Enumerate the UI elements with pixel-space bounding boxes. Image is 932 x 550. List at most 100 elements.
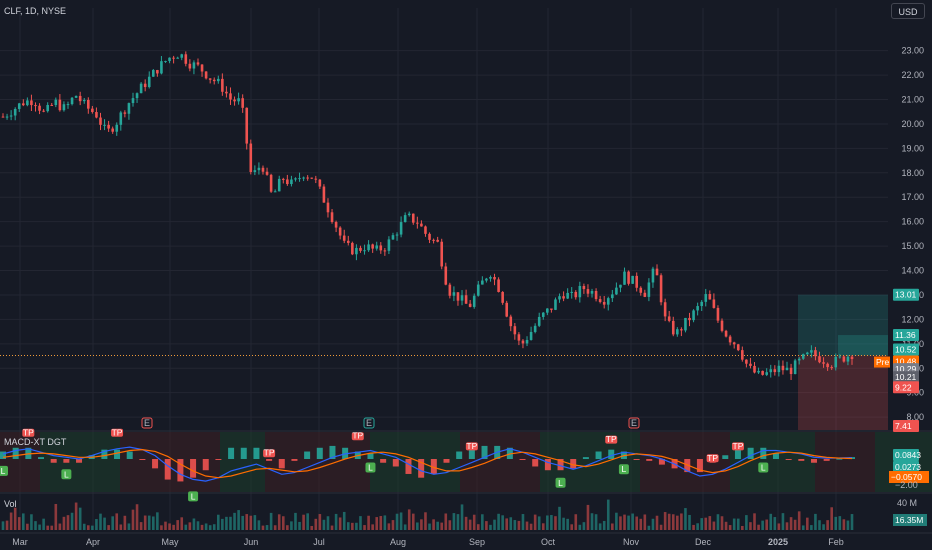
candle-body bbox=[115, 124, 119, 132]
volume-bar bbox=[42, 518, 45, 530]
candle-body bbox=[570, 291, 574, 293]
volume-bar bbox=[281, 516, 285, 530]
candle-body bbox=[26, 100, 29, 106]
sell-signal-label: TP bbox=[606, 434, 617, 444]
candle-body bbox=[781, 365, 785, 371]
volume-bar bbox=[582, 522, 586, 530]
candle-body bbox=[188, 63, 192, 69]
volume-bar bbox=[375, 517, 379, 530]
candle-body bbox=[168, 57, 171, 62]
loss-zone bbox=[798, 355, 888, 430]
time-tick-label: Dec bbox=[695, 537, 712, 547]
volume-bar bbox=[91, 525, 94, 530]
currency-button[interactable]: USD bbox=[891, 3, 925, 19]
candle-body bbox=[749, 363, 752, 366]
macd-histogram-bar bbox=[468, 447, 475, 459]
candle-body bbox=[822, 362, 825, 364]
candle-body bbox=[440, 241, 444, 267]
macd-histogram-bar bbox=[367, 453, 374, 459]
macd-histogram-bar bbox=[76, 459, 83, 463]
sell-signal-tag bbox=[263, 449, 276, 458]
candle-body bbox=[38, 105, 41, 111]
volume-bar bbox=[257, 520, 261, 530]
macd-histogram-bar bbox=[190, 459, 197, 478]
candle-body bbox=[5, 116, 9, 118]
candle-body bbox=[346, 240, 350, 243]
candle-body bbox=[509, 316, 513, 327]
macd-value-1: 0.0843 bbox=[895, 450, 921, 460]
candle-body bbox=[82, 99, 86, 102]
volume-bar bbox=[720, 516, 724, 530]
volume-bar bbox=[407, 509, 411, 530]
candle-body bbox=[184, 54, 188, 64]
candle-body bbox=[119, 112, 123, 125]
macd-histogram-bar bbox=[519, 459, 526, 460]
volume-bar bbox=[489, 524, 492, 530]
macd-histogram-bar bbox=[570, 459, 577, 469]
volume-bar bbox=[432, 519, 435, 530]
candle-body bbox=[212, 79, 216, 82]
time-axis[interactable]: Mar Apr May Jun Jul Aug Sep Oct Nov Dec 2025 Feb bbox=[12, 537, 844, 547]
price-tick-label: 14.00 bbox=[901, 266, 924, 276]
candle-body bbox=[647, 282, 651, 297]
macd-histogram-bar bbox=[405, 459, 412, 474]
volume-bar bbox=[391, 520, 395, 530]
volume-bar bbox=[789, 517, 793, 530]
volume-bar bbox=[493, 519, 496, 530]
volume-bar bbox=[123, 515, 127, 530]
volume-bar bbox=[627, 515, 630, 530]
volume-bar bbox=[338, 517, 342, 530]
tag-p3: 10.29 bbox=[895, 364, 917, 374]
candle-body bbox=[78, 95, 82, 102]
earnings-marker-label: E bbox=[631, 418, 637, 428]
volume-pane bbox=[1, 499, 854, 530]
candle-body bbox=[676, 329, 679, 335]
volume-bar bbox=[615, 512, 618, 530]
candle-body bbox=[428, 233, 431, 240]
volume-bar bbox=[834, 516, 838, 530]
candle-body bbox=[387, 239, 391, 251]
candle-body bbox=[525, 339, 529, 344]
buy-signal-label: L bbox=[368, 463, 373, 473]
sell-signal-label: TP bbox=[264, 448, 275, 458]
candle-body bbox=[74, 95, 78, 98]
candle-body bbox=[497, 279, 500, 292]
volume-bar bbox=[724, 521, 728, 530]
candle-body bbox=[330, 212, 334, 223]
candle-body bbox=[765, 372, 768, 375]
candle-body bbox=[663, 302, 667, 317]
macd-value-2-box bbox=[893, 461, 919, 473]
candle-body bbox=[221, 78, 224, 92]
volume-bar bbox=[728, 525, 732, 530]
candle-body bbox=[204, 71, 208, 79]
volume-bar bbox=[598, 523, 602, 530]
volume-bar bbox=[103, 517, 106, 530]
macd-histogram-bar bbox=[50, 459, 57, 463]
volume-bar bbox=[168, 523, 171, 530]
volume-bar bbox=[204, 523, 208, 530]
volume-bar bbox=[411, 513, 415, 530]
macd-histogram-bar bbox=[760, 447, 767, 459]
macd-histogram-bar bbox=[152, 459, 159, 469]
volume-bar bbox=[797, 511, 801, 530]
candle-body bbox=[517, 334, 521, 341]
volume-bar bbox=[643, 514, 647, 530]
buy-signal-tag bbox=[188, 491, 199, 502]
candle-body bbox=[66, 104, 70, 106]
volume-last: 16.35M bbox=[895, 515, 923, 525]
volume-bar bbox=[574, 514, 578, 530]
volume-bar bbox=[655, 515, 659, 530]
candle-body bbox=[22, 103, 25, 106]
volume-bar bbox=[562, 517, 565, 530]
candle-body bbox=[533, 325, 537, 332]
volume-bar bbox=[416, 522, 419, 530]
volume-bar bbox=[403, 524, 407, 530]
volume-bar bbox=[26, 523, 29, 530]
volume-bar bbox=[436, 521, 439, 530]
volume-bar bbox=[322, 519, 326, 530]
symbol-title: CLF, 1D, NYSE bbox=[4, 6, 67, 16]
candle-body bbox=[30, 100, 33, 106]
volume-axis-tick: 40 M bbox=[897, 498, 917, 508]
volume-bar bbox=[623, 514, 626, 530]
